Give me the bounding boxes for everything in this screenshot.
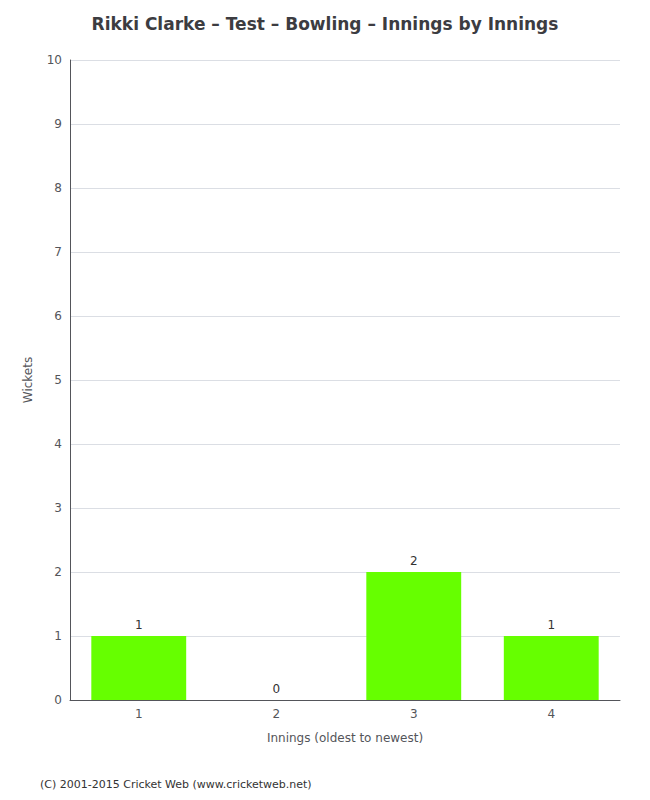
svg-text:2: 2: [272, 707, 280, 721]
svg-text:1: 1: [135, 707, 143, 721]
svg-text:3: 3: [410, 707, 418, 721]
svg-text:3: 3: [54, 501, 62, 515]
svg-text:0: 0: [54, 693, 62, 707]
svg-text:7: 7: [54, 245, 62, 259]
svg-text:Rikki Clarke – Test – Bowling: Rikki Clarke – Test – Bowling – Innings …: [92, 14, 559, 34]
svg-text:8: 8: [54, 181, 62, 195]
svg-text:0: 0: [272, 682, 280, 696]
svg-text:5: 5: [54, 373, 62, 387]
svg-text:4: 4: [547, 707, 555, 721]
svg-text:1: 1: [547, 618, 555, 632]
svg-text:2: 2: [410, 554, 418, 568]
svg-text:9: 9: [54, 117, 62, 131]
svg-text:6: 6: [54, 309, 62, 323]
svg-text:1: 1: [54, 629, 62, 643]
svg-text:Innings (oldest to newest): Innings (oldest to newest): [267, 731, 423, 745]
svg-text:1: 1: [135, 618, 143, 632]
svg-text:(C) 2001-2015 Cricket Web (www: (C) 2001-2015 Cricket Web (www.cricketwe…: [40, 778, 312, 791]
svg-text:10: 10: [47, 53, 62, 67]
svg-text:Wickets: Wickets: [21, 357, 35, 403]
svg-text:2: 2: [54, 565, 62, 579]
svg-text:4: 4: [54, 437, 62, 451]
